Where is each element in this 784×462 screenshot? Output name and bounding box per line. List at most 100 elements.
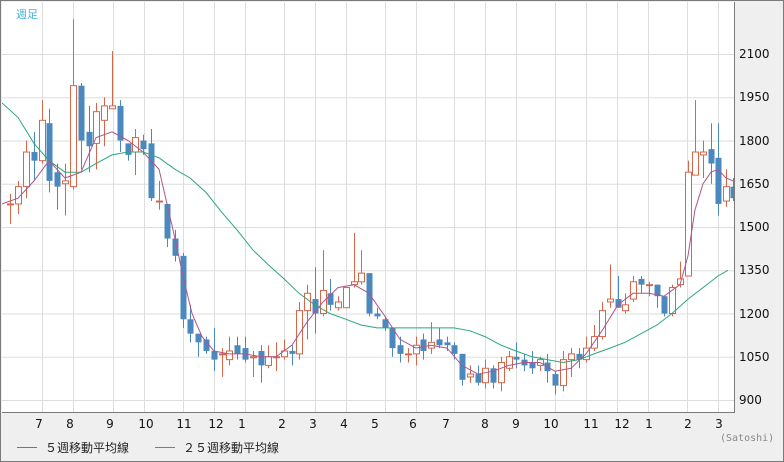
ma25-swatch — [155, 447, 176, 448]
candle — [389, 327, 396, 357]
x-tick-label: 1 — [238, 417, 246, 431]
x-tick-label: 4 — [340, 417, 348, 431]
candle — [195, 333, 202, 357]
legend: ５週移動平均線 ２５週移動平均線 — [17, 439, 279, 456]
candle — [730, 177, 737, 202]
x-tick-label: 3 — [715, 417, 723, 431]
candle — [405, 348, 412, 363]
candle — [78, 82, 85, 170]
candle — [180, 252, 187, 328]
candle — [148, 128, 155, 202]
candle — [172, 229, 179, 262]
x-tick-label: 6 — [409, 417, 417, 431]
candle — [622, 293, 629, 314]
candle — [54, 163, 61, 210]
candle — [296, 301, 303, 360]
candle — [654, 284, 661, 308]
candle — [576, 348, 583, 369]
candle — [140, 134, 147, 155]
x-tick-label: 8 — [481, 417, 489, 431]
candle — [226, 336, 233, 366]
candle — [436, 327, 443, 349]
candle — [700, 140, 707, 178]
candle — [506, 350, 513, 372]
x-tick-label: 2 — [684, 417, 692, 431]
candlestick-chart — [1, 2, 737, 412]
candle — [599, 301, 606, 340]
candle — [335, 296, 342, 311]
candle — [70, 19, 77, 190]
x-tick-label: 11 — [176, 417, 192, 431]
x-tick-label: 9 — [106, 417, 114, 431]
candle — [86, 105, 93, 173]
candle — [459, 353, 466, 386]
x-tick-label: 2 — [278, 417, 286, 431]
candle — [7, 193, 14, 225]
candle — [203, 336, 210, 354]
candle — [568, 348, 575, 377]
unit-label: (Satoshi) — [720, 433, 775, 444]
candle — [351, 232, 358, 288]
x-tick-label: 10 — [138, 417, 154, 431]
x-tick-label: 11 — [583, 417, 599, 431]
ma5-swatch — [17, 447, 37, 448]
candle — [109, 51, 116, 110]
candle — [258, 345, 265, 383]
x-tick-label: 5 — [371, 417, 379, 431]
candle — [397, 336, 404, 363]
x-tick-label: 12 — [614, 417, 630, 431]
candle — [358, 250, 365, 285]
legend-ma5-label: ５週移動平均線 — [45, 441, 130, 455]
candle — [382, 316, 389, 331]
y-tick-label: 1050 — [739, 349, 770, 364]
candle — [615, 276, 622, 308]
candle — [101, 97, 108, 147]
candle — [289, 345, 296, 366]
candle — [320, 250, 327, 317]
candle — [661, 296, 668, 317]
candle — [475, 365, 482, 386]
legend-ma25-label: ２５週移動平均線 — [183, 441, 280, 455]
ma25-line — [1, 102, 729, 364]
candle — [560, 350, 567, 392]
y-tick-label: 1200 — [739, 306, 770, 321]
candle — [187, 304, 194, 343]
candle — [312, 267, 319, 334]
ma5-line — [1, 131, 734, 375]
candle — [467, 365, 474, 383]
plot-area[interactable]: 週足 — [1, 2, 737, 413]
candle — [46, 108, 53, 193]
y-tick-label: 900 — [739, 393, 762, 407]
x-tick-label: 9 — [512, 417, 520, 431]
candle — [482, 359, 489, 389]
candle — [607, 264, 614, 308]
candle — [156, 180, 163, 210]
candle — [498, 356, 505, 392]
candle — [164, 203, 171, 248]
candle — [638, 276, 645, 294]
candle — [490, 365, 497, 389]
x-tick-label: 7 — [35, 417, 43, 431]
candle — [211, 327, 218, 372]
candle — [692, 100, 699, 176]
candle — [31, 131, 38, 181]
y-tick-label: 2100 — [739, 47, 770, 61]
candle — [552, 371, 559, 395]
candle — [343, 287, 350, 309]
period-label: 週足 — [16, 8, 38, 21]
candle — [723, 169, 730, 207]
candle — [39, 100, 46, 164]
candle — [708, 123, 715, 184]
x-tick-label: 1 — [645, 417, 653, 431]
y-tick-label: 1800 — [739, 133, 770, 148]
y-tick-label: 1650 — [739, 176, 770, 191]
candle — [93, 103, 100, 170]
candle — [304, 284, 311, 340]
x-tick-label: 10 — [543, 417, 559, 431]
candle — [117, 100, 124, 153]
legend-ma5: ５週移動平均線 — [17, 439, 129, 456]
y-tick-label: 1950 — [739, 90, 770, 105]
candle — [413, 336, 420, 366]
x-tick-label: 8 — [66, 417, 74, 431]
